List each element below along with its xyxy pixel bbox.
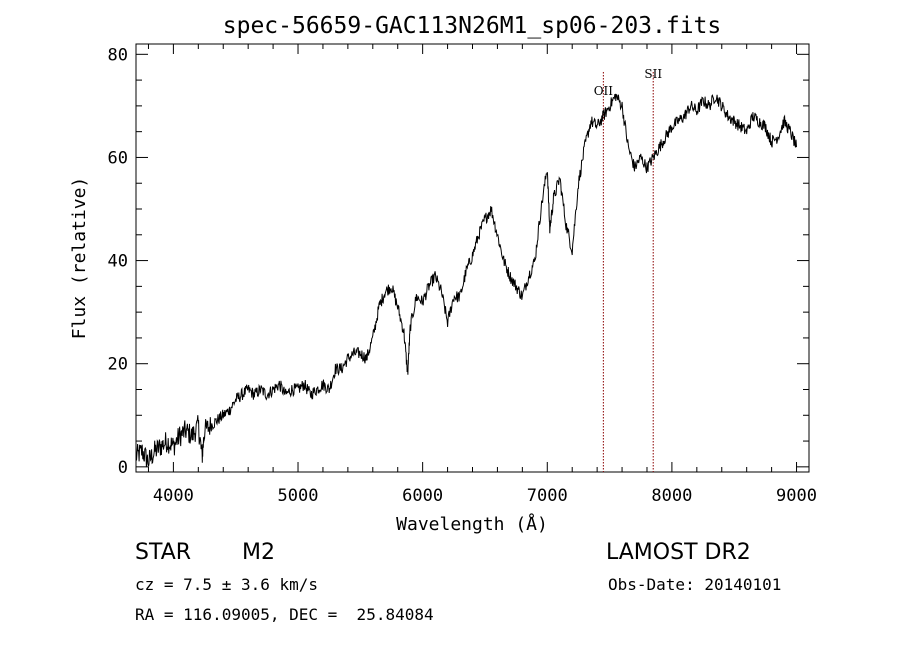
y-tick-label: 0 (118, 458, 128, 478)
axis-ticks (136, 44, 809, 472)
survey-name: LAMOST DR2 (606, 540, 751, 565)
spectral-line-markers: OII SII (594, 67, 662, 472)
x-tick-label: 4000 (153, 486, 194, 506)
y-tick-label: 20 (108, 355, 128, 375)
axis-tick-labels: 4000 5000 6000 7000 8000 9000 0 20 40 60 80 (108, 45, 817, 506)
redshift-velocity: cz = 7.5 ± 3.6 km/s (135, 575, 319, 594)
spectrum-line (135, 93, 797, 468)
y-axis-label: Flux (relative) (69, 177, 90, 340)
x-tick-label: 9000 (776, 486, 817, 506)
chart-title: spec-56659-GAC113N26M1_sp06-203.fits (223, 13, 722, 39)
y-tick-label: 40 (108, 252, 128, 272)
line-label-oii: OII (594, 84, 614, 98)
y-tick-label: 60 (108, 148, 128, 168)
object-subclass: M2 (242, 540, 275, 565)
x-tick-label: 5000 (278, 486, 319, 506)
line-label-sii: SII (644, 67, 662, 81)
x-tick-label: 6000 (402, 486, 443, 506)
observation-date: Obs-Date: 20140101 (608, 575, 782, 594)
x-axis-label: Wavelength (Å) (396, 513, 548, 535)
x-tick-label: 8000 (651, 486, 692, 506)
x-tick-label: 7000 (527, 486, 568, 506)
coordinates: RA = 116.09005, DEC = 25.84084 (135, 605, 434, 624)
object-class: STAR (135, 540, 192, 565)
spectrum-chart: spec-56659-GAC113N26M1_sp06-203.fits 400… (69, 13, 817, 535)
y-tick-label: 80 (108, 45, 128, 65)
